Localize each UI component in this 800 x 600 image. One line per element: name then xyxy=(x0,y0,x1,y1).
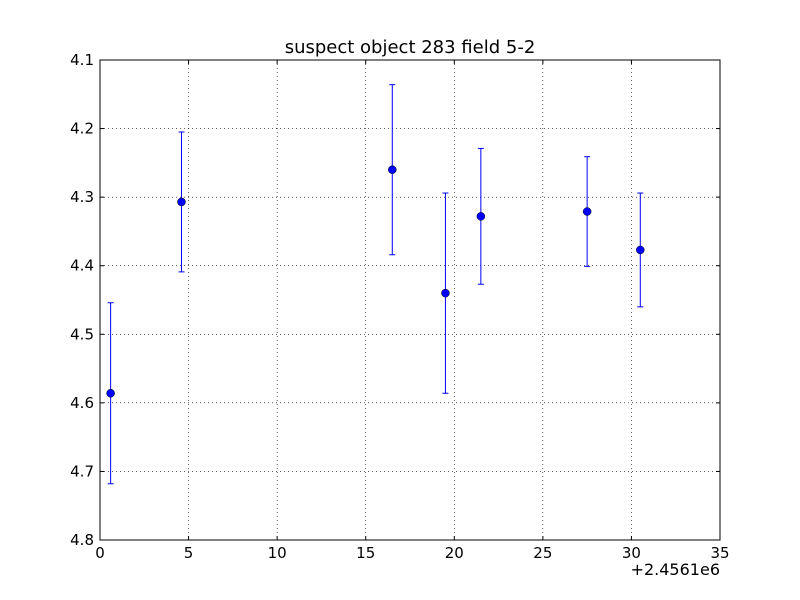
plot-area xyxy=(100,60,720,540)
data-point xyxy=(388,165,397,174)
x-tick-label: 35 xyxy=(710,544,729,562)
data-point xyxy=(441,288,450,298)
x-tick-label: 15 xyxy=(356,544,375,562)
y-tick-label: 4.2 xyxy=(70,120,94,138)
data-point xyxy=(636,245,645,255)
x-tick-label: 0 xyxy=(95,544,105,562)
y-tick-label: 4.4 xyxy=(70,257,94,275)
data-point xyxy=(476,212,486,221)
x-tick-label: 5 xyxy=(184,544,194,562)
grid xyxy=(100,60,720,540)
y-tick-label: 4.3 xyxy=(70,188,94,206)
y-tick-label: 4.5 xyxy=(70,325,94,343)
chart-title: suspect object 283 field 5-2 xyxy=(285,37,536,58)
x-offset-label: +2.4561e6 xyxy=(631,560,720,579)
y-tick-label: 4.1 xyxy=(70,51,94,69)
data-point xyxy=(177,197,186,207)
y-tick-label: 4.8 xyxy=(70,531,94,549)
data-points xyxy=(106,84,645,485)
data-point xyxy=(582,207,592,216)
x-tick-label: 10 xyxy=(268,544,287,562)
plot-frame xyxy=(99,59,721,541)
x-tick-label: 30 xyxy=(622,544,641,562)
x-tick-label: 20 xyxy=(445,544,464,562)
axis-ticks: 0 5 10 15 20 25 30 35 4.1 4.2 4.3 4.4 4.5 4.6 4.7 4.8 xyxy=(70,51,729,562)
data-point xyxy=(106,389,115,398)
x-tick-label: 25 xyxy=(533,544,552,562)
y-tick-label: 4.7 xyxy=(70,462,94,480)
y-tick-label: 4.6 xyxy=(70,394,94,412)
